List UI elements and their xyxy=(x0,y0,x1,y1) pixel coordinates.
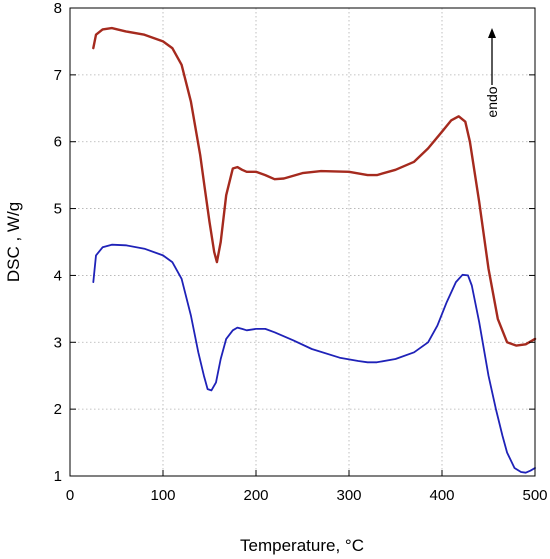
grid xyxy=(70,8,535,476)
series-layer xyxy=(92,26,537,474)
y-tick-label: 6 xyxy=(54,134,62,151)
x-axis-title: Temperature, °C xyxy=(240,536,364,555)
series-line-2 xyxy=(92,243,536,474)
y-tick-label: 5 xyxy=(54,201,62,218)
plot-frame xyxy=(69,7,536,477)
ticks xyxy=(69,7,536,477)
x-tick-label: 300 xyxy=(336,487,361,504)
endo-label: endo xyxy=(484,86,500,117)
y-tick-label: 3 xyxy=(54,334,62,351)
x-tick-label: 100 xyxy=(150,487,175,504)
plot-background xyxy=(70,8,535,476)
x-tick-label: 500 xyxy=(522,487,547,504)
x-tick-label: 200 xyxy=(243,487,268,504)
y-tick-labels: 1 2 3 4 5 6 7 8 xyxy=(54,0,62,485)
x-tick-label: 0 xyxy=(66,487,74,504)
y-tick-label: 2 xyxy=(54,401,62,418)
y-tick-label: 8 xyxy=(54,0,62,17)
series-line-1 xyxy=(92,26,537,347)
x-tick-labels: 0 100 200 300 400 500 xyxy=(66,487,548,504)
endo-arrow-icon xyxy=(488,28,496,85)
x-tick-label: 400 xyxy=(429,487,454,504)
y-tick-label: 4 xyxy=(54,267,62,284)
y-axis-title: DSC , W/g xyxy=(4,202,23,282)
y-tick-label: 7 xyxy=(54,67,62,84)
y-tick-label: 1 xyxy=(54,468,62,485)
